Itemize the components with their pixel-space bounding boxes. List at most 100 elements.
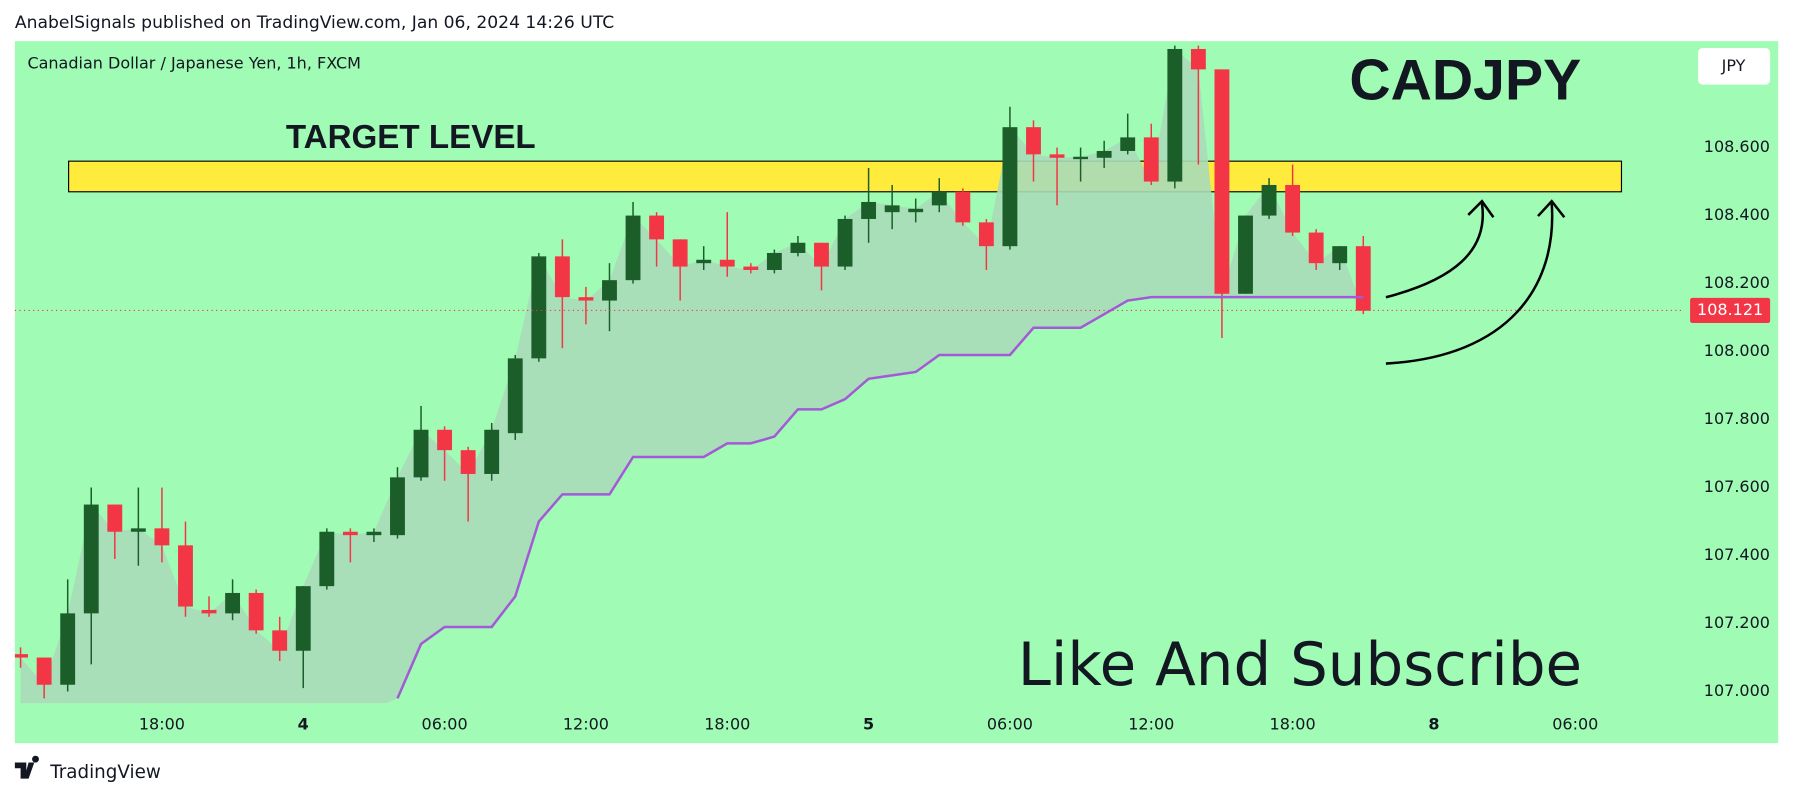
- arrows: [1385, 199, 1566, 365]
- x-tick-label: 8: [1428, 714, 1439, 733]
- annotation: Like And Subscribe: [1018, 631, 1582, 700]
- y-tick-label: 108.200: [1704, 273, 1770, 292]
- x-tick-label: 18:00: [704, 714, 750, 733]
- candle-body: [1167, 48, 1183, 182]
- tradingview-logo: TradingView: [14, 755, 161, 783]
- currency-box: [1698, 48, 1771, 85]
- x-tick-label: 18:00: [139, 714, 185, 733]
- candle-body: [649, 215, 665, 240]
- candle-body: [719, 259, 735, 267]
- logo-mark: [14, 755, 39, 779]
- candle-body: [437, 429, 453, 451]
- trailing-line: [396, 295, 1364, 699]
- candle-body: [931, 191, 947, 206]
- x-tick-label: 12:00: [563, 714, 609, 733]
- last-price-box: [1690, 297, 1771, 324]
- x-tick-label: 06:00: [987, 714, 1033, 733]
- currency-label: JPY: [1721, 56, 1746, 75]
- arrow: [1385, 203, 1554, 365]
- y-tick-label: 107.800: [1704, 409, 1770, 428]
- x-tick-label: 18:00: [1270, 714, 1316, 733]
- x-tick-label: 4: [298, 714, 309, 733]
- candle-body: [83, 504, 99, 614]
- candle-body: [366, 531, 382, 536]
- x-tick-label: 12:00: [1128, 714, 1174, 733]
- candle-body: [154, 528, 170, 546]
- candle-body: [1214, 69, 1230, 294]
- y-tick-label: 107.200: [1704, 613, 1770, 632]
- candle-body: [766, 252, 782, 270]
- candle-body: [130, 528, 146, 532]
- candle-body: [1073, 156, 1089, 160]
- candle-body: [1190, 48, 1206, 70]
- y-tick-label: 108.000: [1704, 341, 1770, 360]
- y-tick-label: 107.400: [1704, 545, 1770, 564]
- candle-body: [107, 504, 123, 532]
- candle-body: [1261, 184, 1277, 216]
- chart-title: CADJPY: [1349, 49, 1581, 113]
- candle-body: [178, 545, 193, 607]
- candle-body: [390, 477, 405, 536]
- y-tick-label: 107.600: [1704, 477, 1770, 496]
- candle-body: [743, 266, 759, 270]
- candle-body: [861, 201, 877, 219]
- candle-body: [625, 215, 641, 281]
- candle-body: [1285, 184, 1301, 233]
- candle-body: [201, 609, 217, 614]
- candle-body: [1308, 232, 1324, 264]
- candle-body: [814, 242, 829, 267]
- candle-body: [248, 592, 264, 631]
- candle-body: [837, 218, 853, 267]
- candle-body: [1332, 246, 1348, 264]
- candle-body: [507, 358, 523, 434]
- candle-body: [1002, 127, 1018, 247]
- candle-body: [460, 450, 476, 474]
- candle-body: [531, 256, 547, 359]
- candle-body: [413, 429, 429, 478]
- y-tick-label: 108.400: [1704, 205, 1770, 224]
- candle-body: [36, 657, 52, 685]
- candle-body: [342, 531, 358, 536]
- candle-body: [60, 613, 76, 685]
- arrow-head: [1537, 199, 1566, 218]
- candle-body: [578, 297, 594, 301]
- candle-body: [672, 239, 688, 267]
- candle-body: [955, 191, 971, 223]
- candle-body: [1238, 215, 1253, 294]
- y-tick-label: 108.600: [1704, 137, 1770, 156]
- candle-body: [1049, 154, 1065, 158]
- footer-brand: TradingView: [49, 762, 161, 783]
- candle-body: [602, 280, 617, 301]
- shade-area: [20, 48, 1364, 704]
- candle-body: [319, 531, 335, 587]
- candle-body: [225, 592, 241, 614]
- candle-body: [14, 654, 29, 658]
- candle-body: [1026, 127, 1041, 155]
- candle-body: [1355, 246, 1371, 311]
- candle-body: [1120, 137, 1136, 151]
- candle-body: [908, 208, 924, 213]
- candle-body: [696, 259, 712, 264]
- publish-header: AnabelSignals published on TradingView.c…: [15, 13, 614, 33]
- x-tick-label: 06:00: [1552, 714, 1598, 733]
- x-tick-label: 5: [863, 714, 874, 733]
- candle-body: [272, 630, 288, 651]
- last-price-label: 108.121: [1697, 300, 1763, 319]
- plot-area: [14, 45, 1623, 704]
- arrow: [1385, 203, 1485, 299]
- candle-body: [1096, 150, 1112, 158]
- candle-body: [884, 205, 900, 213]
- candle-body: [295, 586, 311, 651]
- arrow-head: [1467, 199, 1495, 218]
- chart-subtitle: Canadian Dollar / Japanese Yen, 1h, FXCM: [27, 54, 361, 73]
- candle-body: [484, 429, 500, 474]
- candle-body: [554, 256, 570, 298]
- candle-body: [978, 222, 994, 247]
- annotation: TARGET LEVEL: [286, 119, 536, 156]
- x-tick-label: 06:00: [422, 714, 468, 733]
- y-tick-label: 107.000: [1704, 681, 1770, 700]
- target-zone: [68, 160, 1623, 193]
- candle-body: [1143, 137, 1159, 182]
- candle-body: [790, 242, 806, 253]
